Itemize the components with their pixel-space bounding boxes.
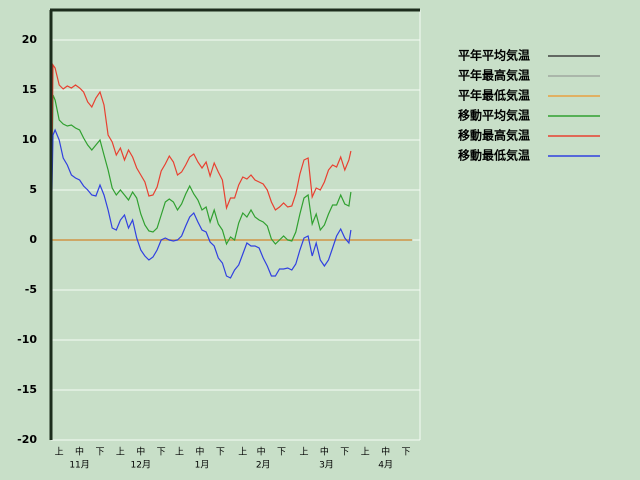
legend-label: 移動最高気温 (458, 128, 530, 143)
x-tick-label: 下 (277, 448, 286, 458)
legend-label: 移動最低気温 (458, 148, 530, 163)
series-line (50, 128, 352, 279)
y-tick-label: 15 (22, 83, 37, 96)
legend-label: 移動平均気温 (458, 108, 530, 123)
legend-label: 平年最高気温 (458, 68, 530, 83)
x-tick-label: 下 (340, 448, 349, 458)
x-tick-label: 下 (402, 448, 411, 458)
x-tick-label: 上 (175, 447, 184, 458)
x-tick-label: 中 (75, 446, 84, 458)
y-tick-label: 5 (29, 183, 37, 196)
month-label: 4月 (378, 460, 393, 471)
month-label: 11月 (69, 460, 89, 471)
y-tick-label: 20 (22, 33, 38, 46)
series-line (50, 63, 352, 241)
x-tick-label: 下 (95, 448, 104, 458)
x-tick-label: 上 (116, 447, 125, 458)
y-tick-label: -15 (17, 383, 37, 396)
x-tick-label: 下 (157, 448, 166, 458)
series-line (50, 94, 352, 246)
y-tick-label: -5 (25, 283, 37, 296)
month-label: 1月 (195, 460, 210, 471)
x-tick-label: 中 (257, 446, 266, 458)
x-tick-label: 上 (55, 447, 64, 458)
legend-label: 平年最低気温 (458, 88, 530, 103)
x-tick-label: 中 (195, 446, 204, 458)
x-tick-label: 下 (216, 448, 225, 458)
x-tick-label: 上 (238, 447, 247, 458)
x-tick-label: 上 (299, 447, 308, 458)
y-tick-label: -10 (17, 333, 37, 346)
month-label: 3月 (319, 460, 334, 471)
x-tick-label: 中 (136, 446, 145, 458)
x-tick-label: 中 (320, 446, 329, 458)
legend-label: 平年平均気温 (458, 48, 530, 63)
month-label: 2月 (256, 460, 271, 471)
month-label: 12月 (131, 460, 151, 471)
x-tick-label: 中 (381, 446, 390, 458)
y-tick-label: 10 (22, 133, 38, 146)
x-tick-label: 上 (361, 447, 370, 458)
y-tick-label: -20 (17, 433, 37, 446)
y-tick-label: 0 (29, 233, 37, 246)
